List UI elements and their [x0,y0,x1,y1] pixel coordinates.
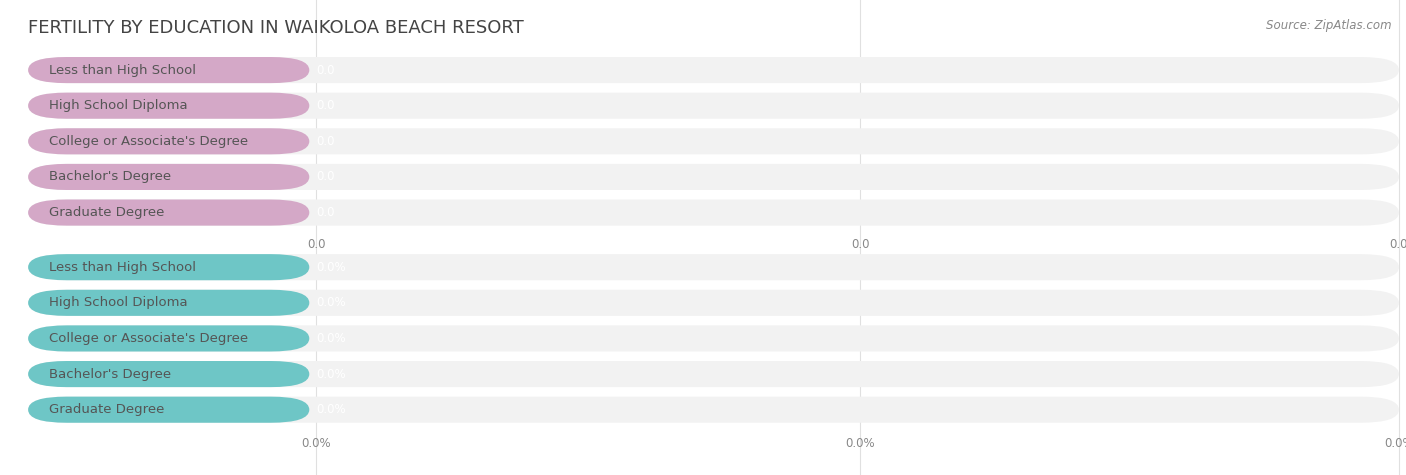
Text: College or Associate's Degree: College or Associate's Degree [49,332,249,345]
Text: 0.0: 0.0 [851,238,870,250]
Text: 0.0: 0.0 [316,171,335,183]
FancyBboxPatch shape [28,128,309,154]
Text: Graduate Degree: Graduate Degree [49,403,165,416]
Text: 0.0%: 0.0% [845,437,876,450]
FancyBboxPatch shape [28,361,1399,387]
Text: 0.0%: 0.0% [316,368,346,380]
Text: 0.0%: 0.0% [1384,437,1406,450]
Text: Less than High School: Less than High School [49,64,197,76]
FancyBboxPatch shape [28,57,1399,83]
FancyBboxPatch shape [28,290,309,316]
FancyBboxPatch shape [28,128,1399,154]
Text: Bachelor's Degree: Bachelor's Degree [49,368,172,380]
FancyBboxPatch shape [28,361,309,387]
Text: 0.0%: 0.0% [316,296,346,309]
Text: 0.0: 0.0 [307,238,326,250]
FancyBboxPatch shape [28,93,309,119]
FancyBboxPatch shape [28,254,309,280]
Text: College or Associate's Degree: College or Associate's Degree [49,135,249,148]
FancyBboxPatch shape [28,200,1399,226]
Text: 0.0: 0.0 [316,206,335,219]
Text: 0.0%: 0.0% [316,332,346,345]
FancyBboxPatch shape [28,290,1399,316]
Text: FERTILITY BY EDUCATION IN WAIKOLOA BEACH RESORT: FERTILITY BY EDUCATION IN WAIKOLOA BEACH… [28,19,524,37]
Text: High School Diploma: High School Diploma [49,99,188,112]
FancyBboxPatch shape [28,254,1399,280]
Text: 0.0%: 0.0% [316,403,346,416]
Text: 0.0: 0.0 [316,135,335,148]
Text: 0.0: 0.0 [316,64,335,76]
Text: 0.0: 0.0 [316,99,335,112]
Text: Source: ZipAtlas.com: Source: ZipAtlas.com [1267,19,1392,32]
FancyBboxPatch shape [28,93,1399,119]
FancyBboxPatch shape [28,164,309,190]
Text: Bachelor's Degree: Bachelor's Degree [49,171,172,183]
Text: 0.0%: 0.0% [301,437,332,450]
Text: 0.0%: 0.0% [316,261,346,274]
Text: 0.0: 0.0 [1389,238,1406,250]
FancyBboxPatch shape [28,164,1399,190]
FancyBboxPatch shape [28,325,1399,352]
FancyBboxPatch shape [28,325,309,352]
FancyBboxPatch shape [28,200,309,226]
Text: Less than High School: Less than High School [49,261,197,274]
Text: Graduate Degree: Graduate Degree [49,206,165,219]
FancyBboxPatch shape [28,397,1399,423]
FancyBboxPatch shape [28,397,309,423]
Text: High School Diploma: High School Diploma [49,296,188,309]
FancyBboxPatch shape [28,57,309,83]
